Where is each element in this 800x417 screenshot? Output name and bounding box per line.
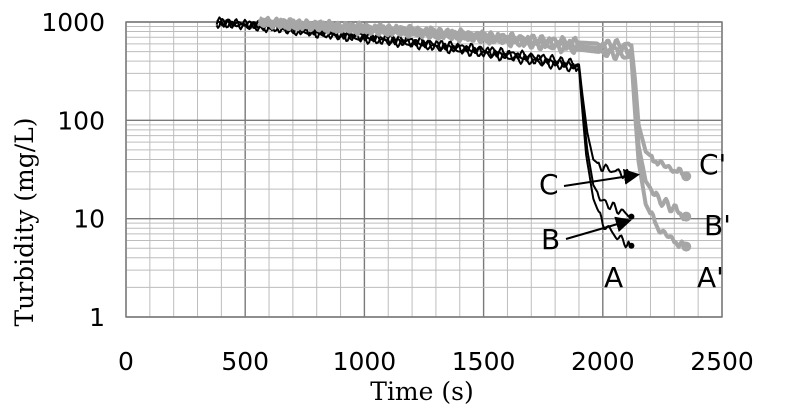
x-tick-label: 500 bbox=[221, 347, 269, 376]
arrow-b bbox=[565, 216, 632, 240]
annotation-arrows bbox=[563, 168, 640, 240]
y-tick-label: 100 bbox=[57, 106, 105, 135]
series-end-marker-c-prime bbox=[681, 171, 692, 182]
series-line-a bbox=[215, 18, 632, 249]
y-axis-title: Turbidity (mg/L) bbox=[10, 117, 39, 326]
series-end-marker-a bbox=[628, 242, 635, 249]
y-tick-label: 1 bbox=[89, 303, 105, 332]
curve-label-a-prime: A' bbox=[697, 261, 724, 294]
y-tick-label: 10 bbox=[73, 205, 105, 234]
curve-label-c: C bbox=[539, 168, 559, 201]
plot-frame bbox=[125, 21, 723, 318]
x-tick-label: 2000 bbox=[571, 347, 635, 376]
x-tick-label: 0 bbox=[118, 347, 134, 376]
x-tick-label: 1500 bbox=[452, 347, 516, 376]
curve-label-b: B bbox=[541, 223, 560, 256]
x-axis-title: Time (s) bbox=[370, 377, 473, 406]
curve-label-a: A bbox=[604, 261, 623, 294]
curve-label-c-prime: C' bbox=[699, 148, 726, 181]
series-lines bbox=[215, 15, 692, 252]
series-end-marker-b-prime bbox=[681, 211, 692, 222]
series-line-c-prime bbox=[258, 16, 687, 179]
series-line-a-prime bbox=[257, 17, 689, 249]
series-end-marker-a-prime bbox=[681, 241, 692, 252]
x-tick-label: 1000 bbox=[333, 347, 397, 376]
x-tick-label: 2500 bbox=[690, 347, 754, 376]
series-end-marker-b bbox=[628, 213, 635, 220]
y-tick-label: 1000 bbox=[41, 8, 105, 37]
arrow-c bbox=[563, 168, 640, 187]
curve-label-b-prime: B' bbox=[704, 209, 731, 242]
tick-labels: 0 500 1000 1500 2000 2500 1 10 100 1000 bbox=[41, 8, 753, 376]
